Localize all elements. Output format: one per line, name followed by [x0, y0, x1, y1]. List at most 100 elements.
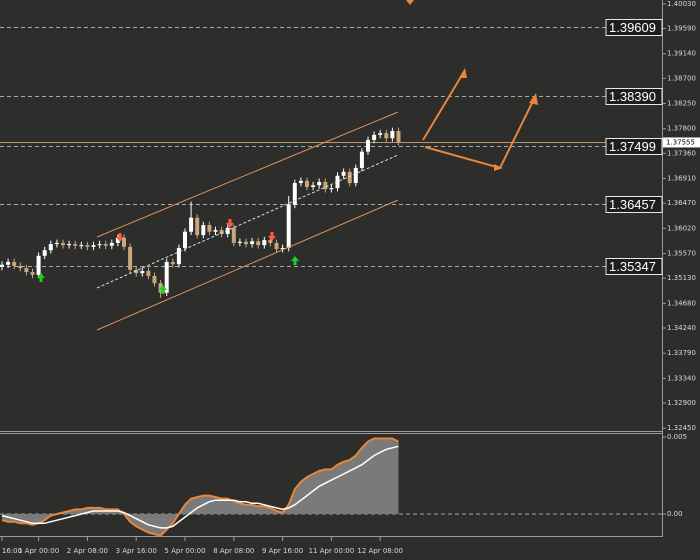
candle-body	[128, 246, 133, 270]
candle-body	[140, 270, 145, 274]
candle-body	[122, 237, 126, 247]
candle-body	[268, 240, 273, 243]
candle-body	[298, 180, 303, 184]
candle-body	[61, 242, 65, 246]
last-price-label: 1.37555	[666, 138, 695, 146]
candle-body	[366, 139, 370, 152]
sell-signal	[268, 232, 276, 241]
channel-lower	[96, 199, 399, 331]
candle-body	[292, 183, 297, 205]
last-price-box	[663, 137, 700, 148]
candle-body	[158, 283, 163, 293]
candle-body	[390, 130, 395, 139]
candle-body	[353, 167, 358, 184]
y-tick-label: 1.32900	[667, 399, 696, 407]
candle-body	[231, 227, 236, 243]
candle-body	[359, 151, 364, 168]
candle-body	[225, 227, 230, 234]
candle-body	[378, 133, 383, 135]
y-tick-label: 1.34680	[667, 299, 696, 307]
x-tick-label: 2 Apr 08:00	[67, 547, 108, 555]
candle-body	[189, 217, 194, 232]
candle-body	[152, 275, 157, 284]
buy-signal	[37, 273, 45, 282]
y-tick-label: 1.39140	[667, 50, 696, 58]
candle-body	[67, 244, 72, 246]
level-label: 1.38390	[609, 89, 656, 104]
candle-body	[97, 244, 102, 246]
candle-body	[256, 241, 261, 246]
candle-body	[73, 244, 78, 246]
level-label-box	[605, 258, 663, 275]
arrow-head	[529, 93, 538, 105]
candle-body	[79, 245, 84, 247]
candle-body	[30, 272, 35, 275]
sell-signal	[116, 233, 124, 242]
candle-body	[115, 237, 120, 243]
oscillator-line	[1, 437, 399, 537]
x-tick-label: 9 Apr 16:00	[262, 547, 303, 555]
candle-body	[176, 247, 181, 265]
candle-body	[305, 180, 309, 187]
candle-body	[103, 244, 108, 246]
y-tick-label: 1.34240	[667, 324, 696, 332]
level-label-box	[605, 138, 663, 155]
candle-body	[396, 130, 401, 143]
candle-body	[347, 171, 352, 184]
drawings	[37, 0, 538, 331]
y-tick-label: 1.36910	[667, 175, 696, 183]
candle-body	[195, 217, 200, 236]
x-tick-label: 8 Apr 08:00	[213, 547, 254, 555]
level-label: 1.36457	[609, 197, 656, 212]
y-tick-label: 1.40030	[667, 0, 696, 8]
candle-body	[262, 240, 267, 246]
x-tick-label: 11 Apr 00:00	[309, 547, 355, 555]
candle-body	[207, 225, 212, 232]
marker	[406, 0, 414, 5]
buy-signal	[291, 256, 299, 265]
candle-body	[286, 204, 291, 248]
candle-body	[213, 230, 218, 232]
level-label: 1.39609	[609, 20, 656, 35]
candle-body	[109, 242, 114, 246]
level-label-box	[605, 19, 663, 36]
y-tick-label: 1.36470	[667, 199, 696, 207]
x-tick-label: 3 Apr 16:00	[116, 547, 157, 555]
candle-body	[311, 185, 316, 187]
candle-body	[280, 247, 285, 250]
x-tick-label: 1 Apr 00:00	[18, 547, 59, 555]
y-tick-label: 1.35570	[667, 250, 696, 258]
candle-body	[146, 270, 151, 276]
candle-body	[341, 171, 346, 176]
candle-body	[12, 261, 17, 266]
candle-body	[384, 133, 389, 139]
y-tick-label: 1.33340	[667, 374, 696, 382]
y-tick-label: 0.005	[667, 433, 687, 441]
candle-body	[42, 250, 47, 256]
forecast-arrow	[422, 69, 466, 141]
candle-body	[274, 242, 279, 250]
y-tick-label: 1.38700	[667, 74, 696, 82]
candle-body	[85, 245, 90, 247]
candle-body	[134, 269, 139, 274]
candle-body	[201, 225, 206, 236]
candle-body	[250, 241, 255, 245]
y-tick-label: 1.32450	[667, 424, 696, 432]
y-tick-label: 1.37800	[667, 125, 696, 133]
oscillator-line	[1, 445, 399, 529]
y-tick-label: 0.00	[667, 510, 683, 518]
x-tick-label: 5 Apr 00:00	[164, 547, 205, 555]
candle-body	[183, 231, 187, 248]
candle-body	[244, 241, 248, 245]
arrow-head	[459, 68, 467, 78]
x-tick-label: 12 Apr 08:00	[357, 547, 403, 555]
candle-body	[0, 264, 4, 267]
candle-body	[24, 268, 29, 273]
candle-body	[36, 255, 41, 275]
candle-body	[317, 181, 322, 186]
candle-body	[372, 134, 377, 140]
x-tick-label: 16:00	[2, 547, 22, 555]
candle-body	[48, 244, 53, 251]
candle-body	[323, 181, 328, 190]
